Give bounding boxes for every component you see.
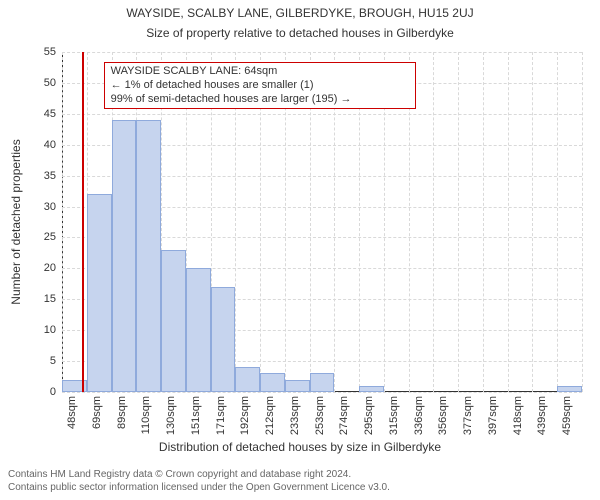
x-tick-label: 377sqm: [462, 396, 474, 435]
histogram-bar: [557, 386, 582, 392]
histogram-bar: [359, 386, 384, 392]
y-tick-label: 20: [44, 262, 56, 274]
y-tick-label: 5: [50, 355, 56, 367]
y-tick-label: 35: [44, 170, 56, 182]
x-tick-label: 418sqm: [512, 396, 524, 435]
x-tick-label: 253sqm: [314, 396, 326, 435]
x-tick-label: 459sqm: [561, 396, 573, 435]
grid-line: [62, 52, 582, 53]
histogram-bar: [112, 120, 137, 392]
x-tick-label: 171sqm: [215, 396, 227, 435]
title-line2: Size of property relative to detached ho…: [146, 26, 454, 40]
histogram-bar: [87, 194, 112, 392]
y-tick-label: 0: [50, 386, 56, 398]
marker-line: [82, 52, 84, 392]
x-tick-label: 130sqm: [165, 396, 177, 435]
annotation-line: WAYSIDE SCALBY LANE: 64sqm: [111, 65, 409, 79]
histogram-bar: [260, 373, 285, 392]
y-tick-label: 45: [44, 108, 56, 120]
x-tick-label: 439sqm: [536, 396, 548, 435]
histogram-bar: [211, 287, 236, 392]
grid-line: [433, 52, 434, 392]
footer: Contains HM Land Registry data © Crown c…: [0, 465, 600, 500]
histogram-bar: [310, 373, 335, 392]
page-subtitle: Size of property relative to detached ho…: [0, 26, 600, 40]
annotation-line: ← 1% of detached houses are smaller (1): [111, 79, 409, 93]
footer-line1: Contains HM Land Registry data © Crown c…: [8, 469, 592, 482]
y-axis-label: Number of detached properties: [9, 139, 23, 304]
grid-line: [508, 52, 509, 392]
grid-line: [557, 52, 558, 392]
x-tick-label: 295sqm: [363, 396, 375, 435]
y-tick-label: 30: [44, 201, 56, 213]
x-tick-label: 151sqm: [190, 396, 202, 435]
annotation-box: WAYSIDE SCALBY LANE: 64sqm← 1% of detach…: [104, 62, 416, 109]
title-line1: WAYSIDE, SCALBY LANE, GILBERDYKE, BROUGH…: [126, 6, 473, 20]
x-tick-label: 356sqm: [437, 396, 449, 435]
plot-area: 051015202530354045505548sqm69sqm89sqm110…: [62, 52, 582, 392]
y-tick-label: 10: [44, 324, 56, 336]
grid-line: [532, 52, 533, 392]
grid-line: [483, 52, 484, 392]
x-tick-label: 315sqm: [388, 396, 400, 435]
histogram-bar: [235, 367, 260, 392]
grid-line: [582, 52, 583, 392]
x-tick-label: 48sqm: [66, 396, 78, 429]
y-tick-label: 55: [44, 46, 56, 58]
chart-container: WAYSIDE, SCALBY LANE, GILBERDYKE, BROUGH…: [0, 0, 600, 500]
page-title: WAYSIDE, SCALBY LANE, GILBERDYKE, BROUGH…: [0, 6, 600, 20]
grid-line: [458, 52, 459, 392]
histogram-bar: [161, 250, 186, 392]
x-tick-label: 397sqm: [487, 396, 499, 435]
grid-line: [62, 52, 63, 392]
annotation-line: 99% of semi-detached houses are larger (…: [111, 93, 409, 107]
y-tick-label: 40: [44, 139, 56, 151]
y-tick-label: 25: [44, 231, 56, 243]
grid-line: [62, 392, 582, 393]
footer-line2: Contains public sector information licen…: [8, 482, 592, 495]
y-tick-label: 15: [44, 293, 56, 305]
grid-line: [62, 114, 582, 115]
x-tick-label: 89sqm: [116, 396, 128, 429]
x-tick-label: 274sqm: [338, 396, 350, 435]
x-tick-label: 69sqm: [91, 396, 103, 429]
y-tick-label: 50: [44, 77, 56, 89]
histogram-bar: [285, 380, 310, 392]
x-tick-label: 192sqm: [239, 396, 251, 435]
x-tick-label: 110sqm: [140, 396, 152, 434]
x-axis-label: Distribution of detached houses by size …: [159, 440, 441, 454]
x-tick-label: 233sqm: [289, 396, 301, 435]
x-tick-label: 212sqm: [264, 396, 276, 435]
x-tick-label: 336sqm: [413, 396, 425, 435]
histogram-bar: [186, 268, 211, 392]
histogram-bar: [136, 120, 161, 392]
